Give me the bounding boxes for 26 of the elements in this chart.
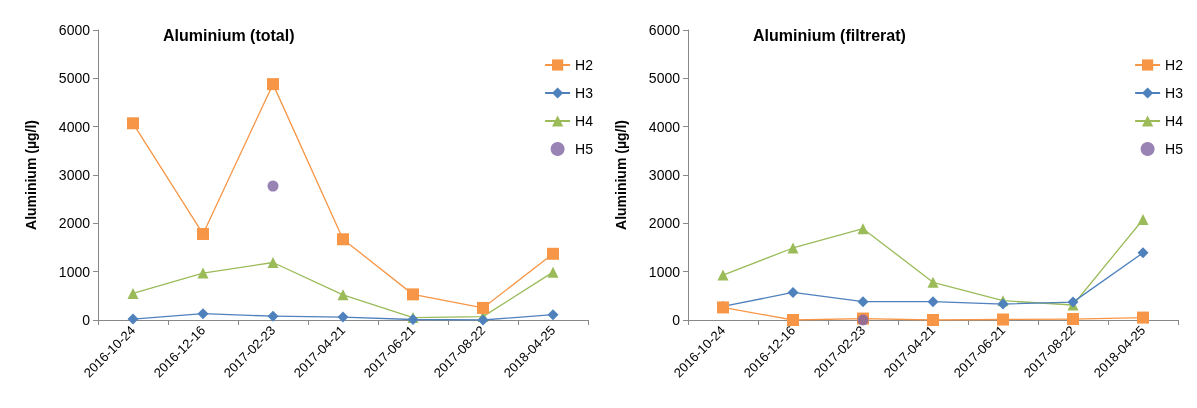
y-tick-label: 5000 xyxy=(648,70,681,87)
legend-label: H2 xyxy=(575,57,594,73)
legend-label: H4 xyxy=(575,113,594,129)
legend-label: H5 xyxy=(1165,141,1184,157)
y-tick-label: 1000 xyxy=(58,263,91,280)
y-tick-label: 4000 xyxy=(648,118,681,135)
y-tick-label: 4000 xyxy=(58,118,91,135)
legend-label: H4 xyxy=(1165,113,1184,129)
chart-title: Aluminium (total) xyxy=(163,26,295,44)
legend-label: H5 xyxy=(575,141,594,157)
y-tick-label: 5000 xyxy=(58,70,91,87)
chart-title: Aluminium (filtrerat) xyxy=(753,26,906,44)
y-tick-label: 2000 xyxy=(58,215,91,232)
legend-label: H3 xyxy=(1165,85,1184,101)
legend-label: H2 xyxy=(1165,57,1184,73)
y-axis-title: Aluminium (µg/l) xyxy=(23,120,39,230)
y-tick-label: 6000 xyxy=(648,22,681,38)
y-tick-label: 0 xyxy=(672,312,681,328)
y-tick-label: 6000 xyxy=(58,22,91,38)
y-tick-label: 3000 xyxy=(648,167,681,183)
y-tick-label: 3000 xyxy=(58,167,91,183)
legend-label: H3 xyxy=(575,85,594,101)
y-tick-label: 0 xyxy=(82,312,91,328)
y-tick-label: 1000 xyxy=(648,263,681,280)
y-axis-title: Aluminium (µg/l) xyxy=(613,120,629,230)
y-tick-label: 2000 xyxy=(648,215,681,232)
